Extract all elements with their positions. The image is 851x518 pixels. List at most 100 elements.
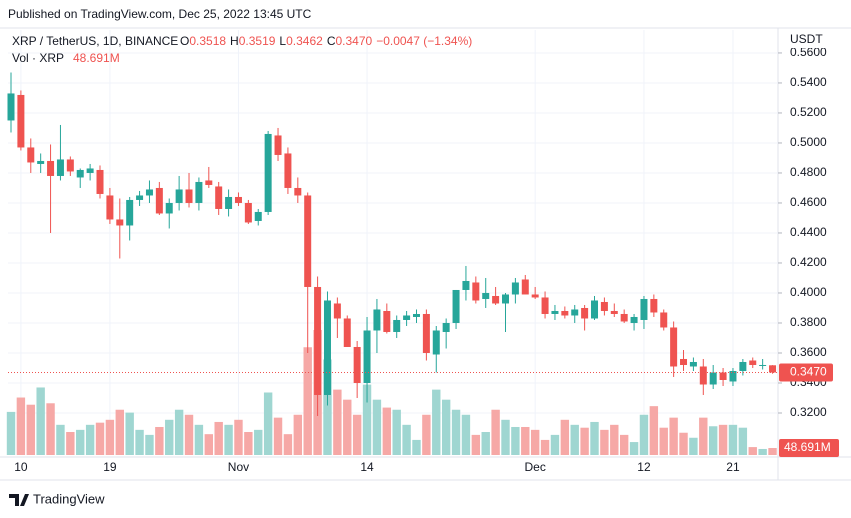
candle-body [264,133,272,212]
volume-bar [382,407,392,455]
volume-bar [16,397,26,455]
volume-bar [471,434,481,455]
symbol-title: XRP / TetherUS, 1D, BINANCE [12,34,178,48]
candle-body [561,310,569,316]
candle-body [145,189,153,196]
volume-bar [56,424,65,455]
volume-bar [263,392,273,455]
volume-bar [214,421,223,455]
volume-bar [441,399,451,455]
volume-bar [708,426,718,455]
volume-bar [540,439,550,455]
y-tick-label: 0.4200 [790,255,827,269]
labels: XRP / TetherUS, 1D, BINANCE Vol · XRP 48… [12,32,839,458]
y-tick-label: 0.4800 [790,165,827,179]
y-tick-label: 0.4600 [790,195,827,209]
brand: TradingView [33,491,105,506]
candle-body [284,153,292,188]
x-tick-label: 10 [14,460,28,474]
last-price-label: 0.3470 [790,365,827,379]
candle-body [37,160,45,164]
ohlc-key: O [180,34,189,48]
candle-body [610,310,618,314]
volume-bar [6,411,16,455]
candle-body [76,169,84,178]
volume-bar [293,414,303,455]
candle-body [353,346,361,383]
candle-body [422,313,430,353]
candle-body [136,195,144,200]
volume-bar [550,434,560,455]
ohlc-key: L [279,34,286,48]
x-tick-label: 21 [726,460,740,474]
y-tick-label: 0.5000 [790,135,827,149]
candle-body [749,360,757,365]
volume-bar [768,448,777,455]
volume-bar [451,409,461,455]
candle-body [304,195,312,287]
published-note: Published on TradingView.com, Dec 25, 20… [8,7,312,21]
volume-bar [481,432,490,455]
volume-legend: Vol · XRP [12,51,64,65]
y-tick-label: 0.3800 [790,315,827,329]
candle-body [571,309,579,316]
candle-body [225,196,233,209]
last-price-tag [779,363,833,382]
candle-body [215,186,223,209]
candle-body [462,280,470,290]
volume-bar [461,414,471,455]
volume-bar [352,414,362,455]
ohlc-value: 0.3518 [189,34,226,48]
x-tick-label: 14 [360,460,374,474]
volume-bar [105,419,115,455]
volume-bar [244,432,253,455]
candle-body [689,361,697,367]
volume-bar [570,424,579,455]
candle-body [17,94,25,148]
volume-bar [402,424,411,455]
volume-bar [649,406,659,455]
volume-bar [145,434,154,455]
volume-bar [521,426,530,455]
candle-body [620,313,628,322]
y-tick-label: 0.5400 [790,75,827,89]
x-tick-label: Nov [228,460,249,474]
ohlc-key: H [230,34,239,48]
volume-bar [115,409,124,455]
candle-body [581,307,589,319]
candle-body [502,294,509,304]
volume-bar [748,447,757,455]
volume-bar [412,439,421,455]
candle-body [234,196,242,203]
volume-bar [530,429,540,455]
volume-bar [669,417,678,455]
candle-body [492,295,500,304]
candle-body [7,93,15,121]
candle-body [551,310,559,314]
volume-bar [184,414,194,455]
candle-body [66,159,74,172]
volume-bar [432,389,441,455]
candle-body [343,318,351,347]
volume-bar [718,424,728,455]
volume-bar [501,419,510,455]
volume-legend-value: 48.691M [73,51,120,65]
volume-bar [125,412,134,455]
candle-body [472,282,480,301]
candle-body [591,300,599,319]
footer-logo: TradingView [9,491,105,506]
volume-bar [679,432,688,455]
ohlc-value: 0.3462 [286,34,323,48]
volume-bar [580,427,589,455]
volume-bar [738,427,748,455]
volume-bar [155,426,164,455]
volume-bar [204,434,213,455]
volume-bar [610,424,619,455]
logo-icon [9,494,29,506]
candle-body [126,199,134,226]
volume-bar [343,399,352,455]
candle-body [432,330,440,355]
x-tick-label: Dec [524,460,545,474]
volume-bar [26,404,35,455]
candle-body [739,361,747,371]
